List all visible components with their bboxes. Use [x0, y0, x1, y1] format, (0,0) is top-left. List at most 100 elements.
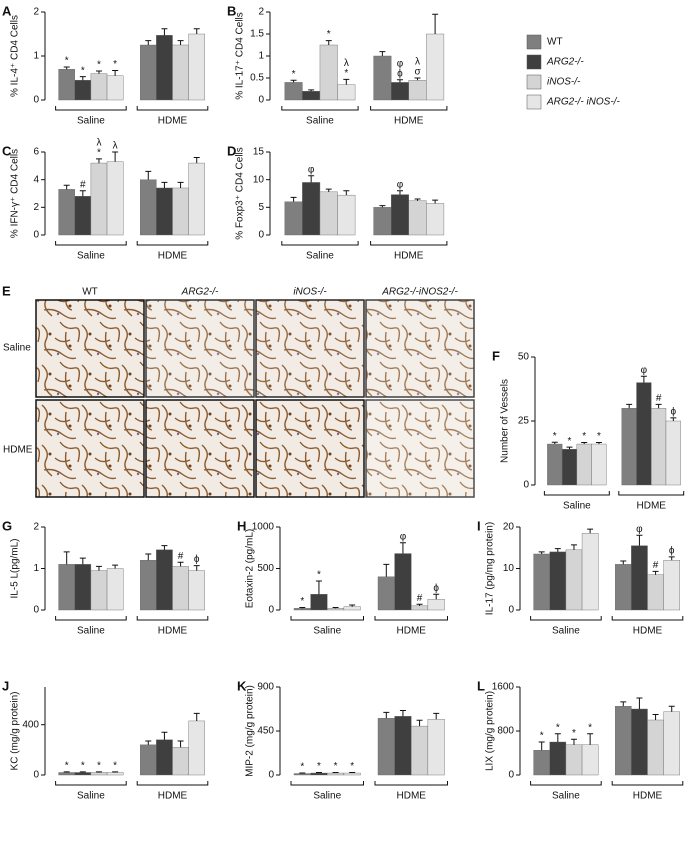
bar — [285, 202, 303, 235]
bar — [651, 408, 666, 485]
y-tick-label: 0 — [33, 605, 39, 616]
bar — [294, 774, 311, 775]
error-bar — [161, 546, 167, 550]
legend-label: ARG2-/- iNOS-/- — [546, 97, 620, 108]
bar — [637, 383, 652, 485]
significance-mark: * — [97, 760, 101, 771]
error-bar — [194, 566, 200, 571]
error-bar — [80, 77, 86, 81]
y-tick-label: 1 — [33, 51, 39, 62]
group-bracket — [137, 616, 208, 620]
bar — [582, 533, 598, 610]
bar — [59, 772, 75, 775]
bar — [189, 571, 205, 610]
group-bracket — [612, 616, 683, 620]
legend-label: iNOS-/- — [547, 77, 581, 88]
bar — [173, 566, 189, 610]
significance-mark: φ — [636, 524, 643, 535]
y-tick-label: 0.5 — [250, 73, 264, 84]
bar — [302, 91, 320, 100]
group-bracket — [282, 106, 358, 110]
group-label: Saline — [313, 626, 341, 637]
bar — [631, 709, 647, 775]
y-axis-label: % IL-4⁺ CD4 Cells — [10, 15, 21, 97]
group-label: Saline — [552, 626, 580, 637]
bar — [327, 608, 344, 610]
y-tick-label: 2 — [33, 522, 39, 533]
bar — [285, 82, 303, 100]
column-header: ARG2-/- — [181, 287, 219, 298]
bar — [592, 444, 607, 485]
bar — [75, 196, 91, 235]
bar — [75, 564, 91, 610]
bar — [173, 188, 189, 235]
bar — [391, 82, 409, 100]
significance-mark: * — [292, 69, 296, 80]
significance-mark: φ — [397, 58, 404, 69]
group-bracket — [56, 241, 127, 245]
error-bar — [64, 552, 70, 564]
y-tick-label: 1 — [33, 563, 39, 574]
bar — [59, 69, 75, 100]
y-tick-label: 15 — [253, 147, 265, 158]
y-axis-label: IL-17 (pg/mg protein) — [485, 522, 496, 615]
group-bracket — [56, 106, 127, 110]
bar — [311, 594, 328, 610]
group-label: HDME — [394, 116, 424, 127]
group-bracket — [375, 781, 448, 785]
error-bar — [80, 191, 86, 197]
y-tick-label: 450 — [257, 726, 274, 737]
significance-mark: * — [300, 762, 304, 773]
significance-mark: * — [588, 722, 592, 733]
error-bar — [326, 189, 332, 192]
bar — [550, 742, 566, 775]
bar — [411, 726, 428, 775]
error-bar — [178, 182, 184, 188]
group-label: HDME — [394, 251, 424, 262]
group-label: HDME — [633, 791, 663, 802]
bar — [140, 180, 156, 235]
error-bar — [161, 29, 167, 36]
bar — [562, 449, 577, 485]
bar — [107, 569, 123, 611]
error-bar — [552, 442, 558, 444]
error-bar — [379, 52, 385, 56]
bar — [156, 188, 172, 235]
bar — [615, 564, 631, 610]
bar — [59, 564, 75, 610]
error-bar — [670, 418, 676, 421]
error-bar — [343, 79, 349, 84]
group-bracket — [531, 616, 602, 620]
y-tick-label: 2 — [33, 202, 39, 213]
error-bar — [415, 78, 421, 80]
error-bar — [566, 447, 572, 449]
panel-letter: E — [2, 283, 11, 298]
significance-mark: * — [572, 728, 576, 739]
bar — [664, 712, 680, 775]
bar — [411, 606, 428, 610]
bar — [302, 182, 320, 235]
group-label: HDME — [158, 791, 188, 802]
significance-mark: ϕ — [671, 407, 677, 418]
error-bar — [620, 561, 626, 564]
bar — [395, 716, 412, 775]
significance-mark: λ — [113, 141, 118, 152]
significance-mark: # — [80, 179, 86, 190]
bar — [320, 45, 338, 100]
error-bar — [432, 14, 438, 34]
significance-mark: φ — [641, 365, 648, 376]
y-tick-label: 2 — [33, 7, 39, 18]
bar — [582, 745, 598, 775]
group-label: HDME — [633, 626, 663, 637]
error-bar — [96, 159, 102, 163]
significance-mark: # — [178, 551, 184, 562]
bar — [566, 550, 582, 610]
significance-mark: * — [350, 761, 354, 772]
group-bracket — [371, 241, 447, 245]
bar — [566, 745, 582, 775]
error-bar — [571, 739, 577, 745]
micrographs — [36, 300, 474, 497]
